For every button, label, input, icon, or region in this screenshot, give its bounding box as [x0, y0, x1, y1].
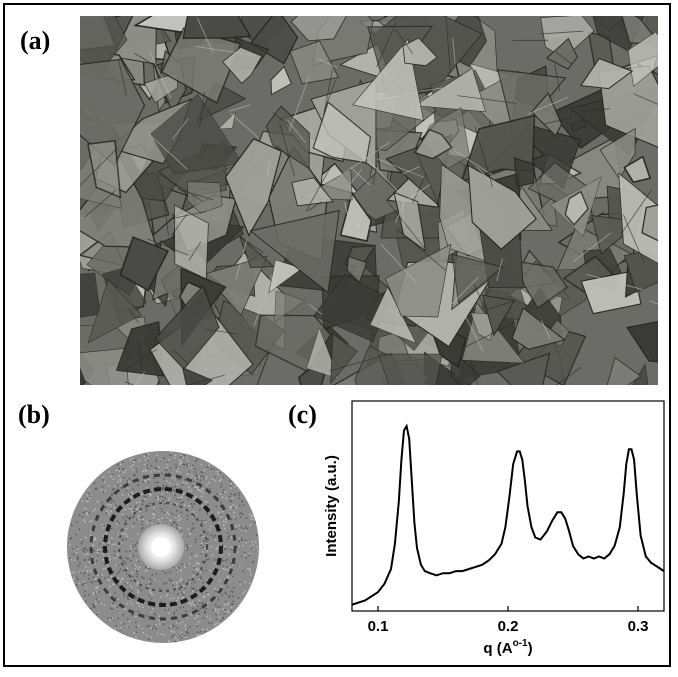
- chart-svg: 0.1 0.2 0.3 Intensity (a.u.) q (Ao-1): [300, 395, 670, 672]
- diffraction-pattern-image: [64, 448, 262, 646]
- x-tick-label: 0.3: [628, 618, 649, 635]
- x-axis-label: q (Ao-1): [483, 638, 532, 657]
- panel-label-a: (a): [20, 28, 50, 54]
- panel-label-b: (b): [18, 402, 50, 428]
- x-tick-label: 0.1: [368, 618, 389, 635]
- x-tick-label: 0.2: [498, 618, 519, 635]
- y-axis-label: Intensity (a.u.): [323, 455, 340, 557]
- micrograph-image: [80, 16, 658, 385]
- intensity-chart: 0.1 0.2 0.3 Intensity (a.u.) q (Ao-1): [300, 395, 670, 672]
- diffraction-rings: [64, 448, 262, 646]
- micrograph-texture: [80, 16, 658, 385]
- intensity-line: [352, 426, 664, 605]
